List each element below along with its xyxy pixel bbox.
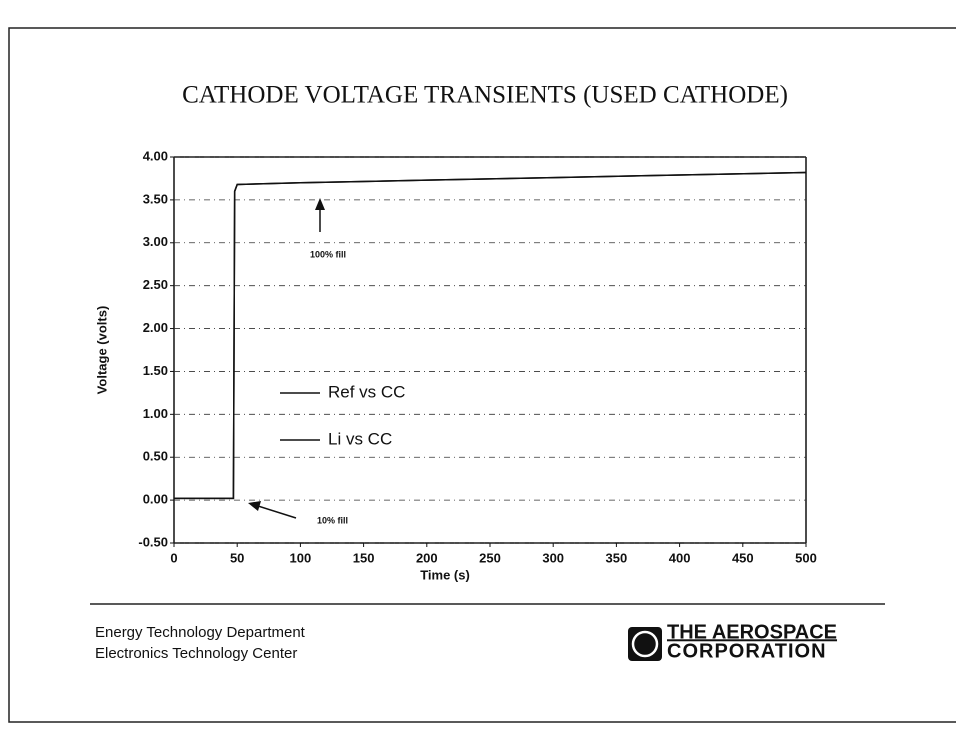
y-axis-title: Voltage (volts) [94, 306, 109, 395]
x-tick-label: 200 [416, 550, 438, 565]
x-tick-label: 350 [606, 550, 628, 565]
y-tick-label: 4.00 [143, 148, 168, 163]
x-tick-label: 100 [290, 550, 312, 565]
slide-border [8, 27, 956, 723]
chart-title: CATHODE VOLTAGE TRANSIENTS (USED CATHODE… [182, 82, 788, 109]
x-tick-label: 400 [669, 550, 691, 565]
x-tick-label: 250 [479, 550, 501, 565]
legend-label: Li vs CC [328, 429, 392, 448]
y-tick-label: 1.50 [143, 363, 168, 378]
x-tick-label: 450 [732, 550, 754, 565]
y-tick-label: 3.50 [143, 191, 168, 206]
y-tick-label: 1.00 [143, 406, 168, 421]
arrow-head [315, 198, 325, 210]
logo-ring [631, 630, 659, 658]
x-tick-label: 500 [795, 550, 817, 565]
logo-text: CORPORATION [667, 640, 827, 662]
y-tick-label: 3.00 [143, 234, 168, 249]
y-tick-label: 2.00 [143, 320, 168, 335]
x-axis-title: Time (s) [420, 567, 470, 582]
x-tick-label: 150 [353, 550, 375, 565]
x-tick-label: 0 [170, 550, 177, 565]
center: Electronics Technology Center [95, 645, 297, 662]
arrow-head [248, 501, 261, 511]
x-tick-label: 300 [542, 550, 564, 565]
logo-text: THE AEROSPACE [667, 621, 837, 643]
annotation: 10% fill [317, 515, 348, 525]
series-line [174, 171, 807, 500]
annotation-arrow [257, 505, 297, 519]
legend-label: Ref vs CC [328, 382, 405, 401]
series-line [174, 171, 807, 500]
department: Energy Technology Department [95, 624, 306, 641]
y-tick-label: 0.50 [143, 449, 168, 464]
y-tick-label: 2.50 [143, 277, 168, 292]
y-tick-label: -0.50 [138, 534, 168, 549]
annotation: 100% fill [310, 249, 346, 259]
x-tick-label: 50 [230, 550, 244, 565]
y-tick-label: 0.00 [143, 492, 168, 507]
